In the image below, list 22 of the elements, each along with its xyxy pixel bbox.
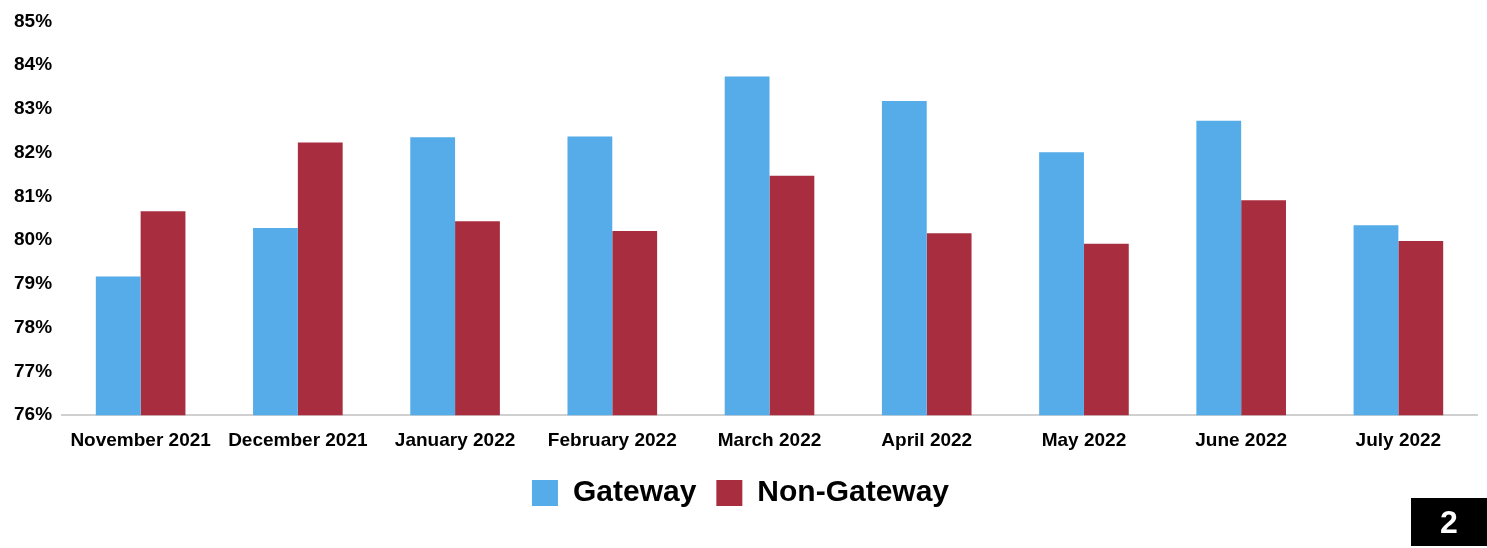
x-tick-label: February 2022	[547, 428, 677, 450]
y-tick-label: 83%	[14, 97, 53, 119]
y-tick-label: 79%	[14, 272, 53, 294]
y-tick-label: 85%	[14, 9, 53, 31]
y-tick-label: 80%	[14, 228, 53, 250]
y-tick-label: 76%	[14, 403, 53, 425]
legend-label: Non-Gateway	[757, 474, 950, 508]
y-tick-label: 81%	[14, 184, 53, 206]
x-tick-label: July 2022	[1355, 428, 1442, 450]
text: 2	[1411, 498, 1487, 546]
y-tick-label: 84%	[14, 53, 53, 75]
y-tick-label: 77%	[14, 359, 53, 381]
x-tick-label: March 2022	[717, 428, 822, 450]
x-tick-label: January 2022	[394, 428, 516, 450]
y-tick-label: 82%	[14, 140, 53, 162]
legend-label: Gateway	[572, 474, 697, 508]
y-tick-label: 78%	[14, 315, 53, 337]
x-tick-label: June 2022	[1195, 428, 1288, 450]
x-tick-label: November 2021	[70, 428, 212, 450]
x-tick-label: April 2022	[881, 428, 973, 450]
x-tick-label: December 2021	[228, 428, 368, 450]
x-tick-label: May 2022	[1041, 428, 1127, 450]
